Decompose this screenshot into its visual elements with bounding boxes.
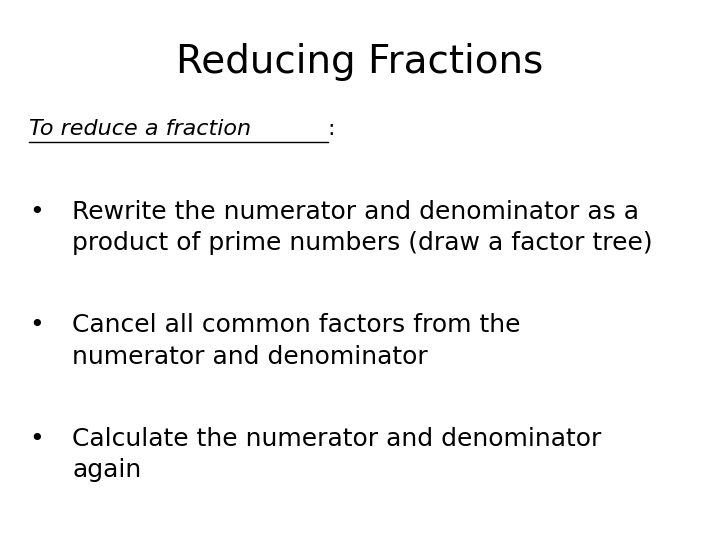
- Text: Rewrite the numerator and denominator as a
product of prime numbers (draw a fact: Rewrite the numerator and denominator as…: [72, 200, 652, 255]
- Text: •: •: [29, 427, 43, 450]
- Text: To reduce a fraction: To reduce a fraction: [29, 119, 251, 139]
- Text: :: :: [328, 119, 335, 139]
- Text: •: •: [29, 200, 43, 224]
- Text: Calculate the numerator and denominator
again: Calculate the numerator and denominator …: [72, 427, 601, 482]
- Text: Cancel all common factors from the
numerator and denominator: Cancel all common factors from the numer…: [72, 313, 521, 369]
- Text: •: •: [29, 313, 43, 337]
- Text: Reducing Fractions: Reducing Fractions: [176, 43, 544, 81]
